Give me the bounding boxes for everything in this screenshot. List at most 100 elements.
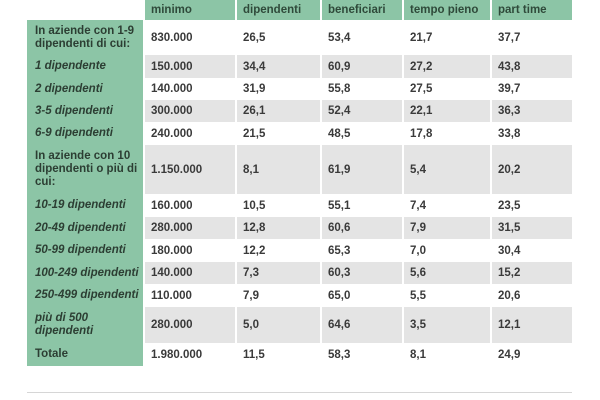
cell-dipendenti: 26,5 <box>237 20 322 55</box>
cell-beneficiari: 60,6 <box>322 217 404 239</box>
table-row: 250-499 dipendenti 110.000 7,9 65,0 5,5 … <box>27 284 572 307</box>
row-label: 1 dipendente <box>27 55 145 78</box>
data-table: minimo dipendenti beneficiari tempo pien… <box>27 0 572 366</box>
cell-dipendenti: 34,4 <box>237 55 322 78</box>
cell-minimo: 1.150.000 <box>145 145 237 194</box>
cell-dipendenti: 5,0 <box>237 307 322 343</box>
cell-minimo: 280.000 <box>145 217 237 239</box>
cell-part-time: 37,7 <box>492 20 572 55</box>
header-beneficiari: beneficiari <box>322 0 404 20</box>
table-row: 2 dipendenti 140.000 31,9 55,8 27,5 39,7 <box>27 78 572 100</box>
cell-minimo: 180.000 <box>145 239 237 262</box>
cell-dipendenti: 11,5 <box>237 343 322 366</box>
cell-beneficiari: 60,3 <box>322 262 404 284</box>
cell-minimo: 300.000 <box>145 100 237 122</box>
table-row: 20-49 dipendenti 280.000 12,8 60,6 7,9 3… <box>27 217 572 239</box>
row-label: più di 500 dipendenti <box>27 307 145 343</box>
cell-minimo: 160.000 <box>145 194 237 217</box>
cell-beneficiari: 53,4 <box>322 20 404 55</box>
cell-tempo-pieno: 7,0 <box>404 239 492 262</box>
row-label: 100-249 dipendenti <box>27 262 145 284</box>
cell-tempo-pieno: 7,9 <box>404 217 492 239</box>
cell-tempo-pieno: 27,5 <box>404 78 492 100</box>
row-label: 20-49 dipendenti <box>27 217 145 239</box>
row-label: 10-19 dipendenti <box>27 194 145 217</box>
cell-minimo: 110.000 <box>145 284 237 307</box>
cell-beneficiari: 65,3 <box>322 239 404 262</box>
table-row: 1 dipendente 150.000 34,4 60,9 27,2 43,8 <box>27 55 572 78</box>
header-part-time: part time <box>492 0 572 20</box>
cell-tempo-pieno: 7,4 <box>404 194 492 217</box>
cell-minimo: 150.000 <box>145 55 237 78</box>
header-dipendenti: dipendenti <box>237 0 322 20</box>
cell-part-time: 15,2 <box>492 262 572 284</box>
cell-minimo: 1.980.000 <box>145 343 237 366</box>
cell-part-time: 30,4 <box>492 239 572 262</box>
cell-beneficiari: 64,6 <box>322 307 404 343</box>
header-tempo-pieno: tempo pieno <box>404 0 492 20</box>
table-header-row: minimo dipendenti beneficiari tempo pien… <box>27 0 572 20</box>
cell-dipendenti: 31,9 <box>237 78 322 100</box>
cell-beneficiari: 48,5 <box>322 122 404 145</box>
cell-beneficiari: 60,9 <box>322 55 404 78</box>
table-row: più di 500 dipendenti 280.000 5,0 64,6 3… <box>27 307 572 343</box>
header-minimo: minimo <box>145 0 237 20</box>
cell-part-time: 31,5 <box>492 217 572 239</box>
cell-part-time: 24,9 <box>492 343 572 366</box>
cell-beneficiari: 55,1 <box>322 194 404 217</box>
header-corner <box>27 0 145 20</box>
cell-dipendenti: 12,8 <box>237 217 322 239</box>
cell-tempo-pieno: 5,5 <box>404 284 492 307</box>
row-label: 3-5 dipendenti <box>27 100 145 122</box>
cell-minimo: 280.000 <box>145 307 237 343</box>
cell-tempo-pieno: 5,4 <box>404 145 492 194</box>
cell-tempo-pieno: 8,1 <box>404 343 492 366</box>
cell-tempo-pieno: 17,8 <box>404 122 492 145</box>
cell-part-time: 23,5 <box>492 194 572 217</box>
cell-dipendenti: 12,2 <box>237 239 322 262</box>
cell-beneficiari: 65,0 <box>322 284 404 307</box>
row-label: In aziende con 1-9 dipendenti di cui: <box>27 20 145 55</box>
cell-tempo-pieno: 21,7 <box>404 20 492 55</box>
table-row: 3-5 dipendenti 300.000 26,1 52,4 22,1 36… <box>27 100 572 122</box>
cell-minimo: 140.000 <box>145 262 237 284</box>
cell-minimo: 140.000 <box>145 78 237 100</box>
cell-part-time: 39,7 <box>492 78 572 100</box>
row-label: In aziende con 10 dipendenti o più di cu… <box>27 145 145 194</box>
divider <box>27 392 572 393</box>
cell-dipendenti: 21,5 <box>237 122 322 145</box>
table-row-total: Totale 1.980.000 11,5 58,3 8,1 24,9 <box>27 343 572 366</box>
cell-beneficiari: 58,3 <box>322 343 404 366</box>
cell-dipendenti: 8,1 <box>237 145 322 194</box>
cell-part-time: 20,2 <box>492 145 572 194</box>
cell-tempo-pieno: 27,2 <box>404 55 492 78</box>
cell-part-time: 33,8 <box>492 122 572 145</box>
cell-beneficiari: 61,9 <box>322 145 404 194</box>
table-row: 10-19 dipendenti 160.000 10,5 55,1 7,4 2… <box>27 194 572 217</box>
row-label: 2 dipendenti <box>27 78 145 100</box>
cell-part-time: 43,8 <box>492 55 572 78</box>
cell-tempo-pieno: 22,1 <box>404 100 492 122</box>
cell-beneficiari: 52,4 <box>322 100 404 122</box>
cell-tempo-pieno: 5,6 <box>404 262 492 284</box>
table-row: In aziende con 1-9 dipendenti di cui: 83… <box>27 20 572 55</box>
row-label: 6-9 dipendenti <box>27 122 145 145</box>
table-row: 50-99 dipendenti 180.000 12,2 65,3 7,0 3… <box>27 239 572 262</box>
cell-dipendenti: 26,1 <box>237 100 322 122</box>
table-row: 100-249 dipendenti 140.000 7,3 60,3 5,6 … <box>27 262 572 284</box>
cell-part-time: 12,1 <box>492 307 572 343</box>
cell-dipendenti: 7,3 <box>237 262 322 284</box>
cell-dipendenti: 7,9 <box>237 284 322 307</box>
row-label: 250-499 dipendenti <box>27 284 145 307</box>
row-label: Totale <box>27 343 145 366</box>
cell-minimo: 830.000 <box>145 20 237 55</box>
table-row: In aziende con 10 dipendenti o più di cu… <box>27 145 572 194</box>
cell-beneficiari: 55,8 <box>322 78 404 100</box>
cell-part-time: 20,6 <box>492 284 572 307</box>
cell-tempo-pieno: 3,5 <box>404 307 492 343</box>
table-row: 6-9 dipendenti 240.000 21,5 48,5 17,8 33… <box>27 122 572 145</box>
cell-dipendenti: 10,5 <box>237 194 322 217</box>
row-label: 50-99 dipendenti <box>27 239 145 262</box>
cell-minimo: 240.000 <box>145 122 237 145</box>
cell-part-time: 36,3 <box>492 100 572 122</box>
